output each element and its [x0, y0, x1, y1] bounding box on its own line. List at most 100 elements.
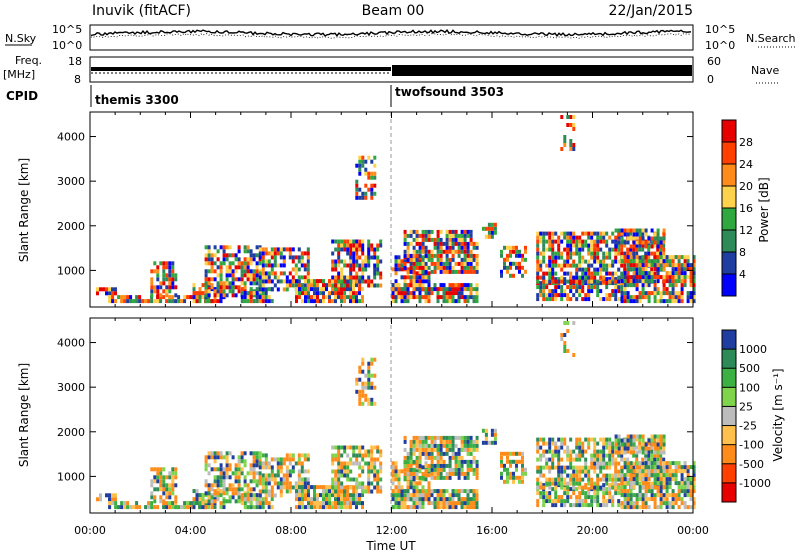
echo-cell: [361, 159, 365, 164]
echo-cell: [352, 291, 355, 296]
echo-cell: [448, 463, 452, 468]
echo-cell: [665, 489, 669, 494]
echo-cell: [587, 445, 591, 450]
echo-cell: [551, 477, 555, 482]
echo-cell: [593, 267, 597, 272]
echo-cell: [647, 505, 651, 510]
echo-cell: [451, 489, 455, 494]
echo-cell: [216, 289, 220, 294]
echo-cell: [270, 279, 274, 284]
echo-cell: [578, 453, 582, 458]
echo-cell: [536, 235, 540, 240]
echo-cell: [596, 495, 600, 500]
echo-cell: [680, 271, 684, 276]
echo-cell: [466, 447, 470, 452]
echo-cell: [448, 439, 452, 444]
echo-cell: [623, 232, 627, 237]
echo-cell: [424, 443, 428, 448]
echo-cell: [430, 249, 434, 254]
echo-cell: [584, 297, 588, 302]
echo-cell: [334, 457, 338, 462]
echo-cell: [276, 461, 280, 466]
echo-cell: [261, 461, 265, 466]
echo-cell: [557, 243, 561, 248]
echo-cell: [557, 255, 561, 260]
echo-cell: [258, 261, 262, 266]
echo-cell: [545, 271, 549, 276]
echo-cell: [427, 253, 431, 258]
echo-cell: [141, 299, 145, 304]
echo-cell: [659, 255, 663, 260]
echo-cell: [273, 477, 277, 482]
echo-cell: [647, 449, 651, 454]
echo-cell: [602, 267, 606, 272]
echo-cell: [563, 293, 567, 298]
echo-cell: [285, 279, 289, 284]
echo-cell: [647, 457, 651, 462]
echo-cell: [614, 228, 618, 233]
echo-cell: [228, 261, 232, 266]
echo-cell: [617, 289, 621, 294]
echo-cell: [460, 229, 464, 234]
echo-cell: [334, 473, 338, 478]
echo-cell: [258, 299, 262, 304]
echo-cell: [542, 453, 546, 458]
echo-cell: [352, 445, 356, 450]
echo-cell: [331, 445, 335, 450]
echo-cell: [611, 461, 615, 466]
echo-cell: [270, 271, 274, 276]
echo-cell: [463, 253, 467, 258]
echo-cell: [671, 493, 675, 498]
echo-cell: [445, 497, 449, 502]
echo-cell: [656, 287, 660, 292]
echo-cell: [439, 471, 443, 476]
echo-cell: [602, 231, 606, 236]
echo-cell: [297, 461, 301, 466]
echo-cell: [436, 253, 440, 258]
echo-cell: [415, 287, 419, 292]
echo-cell: [337, 477, 341, 482]
echo-cell: [186, 501, 190, 506]
echo-cell: [602, 235, 606, 240]
echo-cell: [171, 277, 175, 282]
echo-cell: [596, 243, 600, 248]
echo-cell: [379, 283, 383, 288]
echo-cell: [469, 501, 473, 506]
echo-cell: [111, 497, 114, 502]
echo-cell: [361, 381, 365, 386]
echo-cell: [536, 243, 540, 248]
echo-cell: [454, 249, 458, 254]
echo-cell: [569, 139, 573, 143]
echo-cell: [662, 450, 666, 455]
echo-cell: [611, 473, 615, 478]
x-tick-label: 08:00: [275, 524, 307, 537]
echo-cell: [364, 381, 368, 386]
echo-cell: [225, 459, 229, 464]
echo-cell: [620, 255, 624, 260]
echo-cell: [222, 455, 226, 460]
echo-cell: [316, 501, 319, 506]
echo-cell: [653, 259, 657, 264]
echo-cell: [334, 469, 338, 474]
echo-cell: [204, 285, 208, 290]
echo-cell: [439, 459, 443, 464]
echo-cell: [563, 271, 567, 276]
echo-cell: [258, 505, 262, 510]
echo-cell: [557, 453, 561, 458]
echo-cell: [692, 259, 696, 264]
echo-cell: [656, 271, 660, 276]
echo-cell: [192, 505, 196, 510]
echo-cell: [370, 247, 374, 252]
echo-cell: [653, 501, 657, 506]
echo-cell: [355, 243, 359, 248]
echo-cell: [653, 477, 657, 482]
echo-cell: [301, 493, 304, 498]
echo-cell: [334, 247, 338, 252]
echo-cell: [334, 493, 337, 498]
echo-cell: [325, 501, 328, 506]
echo-cell: [605, 481, 609, 486]
echo-cell: [367, 373, 371, 378]
echo-cell: [264, 481, 268, 486]
echo-cell: [451, 505, 455, 510]
